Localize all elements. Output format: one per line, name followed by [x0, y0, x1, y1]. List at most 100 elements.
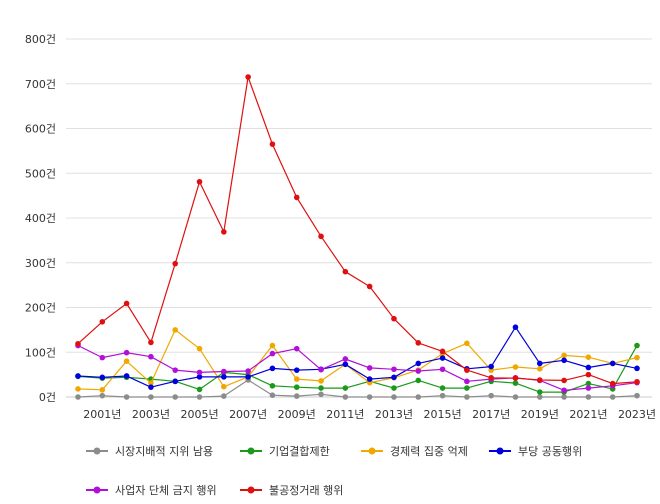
x-tick-label: 2001년: [83, 408, 121, 421]
y-tick-label: 700건: [25, 78, 56, 91]
data-point: [245, 368, 251, 374]
legend-item: 기업결합제한: [240, 445, 330, 458]
data-point: [99, 354, 106, 361]
data-point: [415, 360, 422, 367]
data-point: [439, 355, 446, 361]
data-point: [439, 392, 446, 399]
data-point: [318, 378, 324, 384]
data-point: [561, 357, 567, 364]
data-point: [366, 376, 373, 382]
data-point: [512, 364, 519, 370]
legend-item: 시장지배적 지위 남용: [86, 445, 213, 458]
data-point: [634, 354, 640, 361]
data-point: [536, 360, 543, 367]
legend-label: 기업결합제한: [269, 445, 330, 458]
data-point: [585, 394, 592, 400]
data-point: [148, 339, 154, 346]
data-point: [123, 373, 130, 379]
y-tick-label: 200건: [25, 302, 56, 315]
series-line: [77, 379, 638, 398]
data-point: [269, 350, 276, 357]
data-point: [196, 369, 203, 376]
data-point: [221, 229, 227, 235]
legend-swatch-marker: [368, 447, 376, 455]
x-tick-label: 2019년: [521, 408, 559, 421]
data-point: [536, 389, 543, 395]
data-point: [464, 385, 470, 391]
legend-label: 사업자 단체 금지 행위: [115, 484, 217, 497]
data-point: [634, 392, 640, 399]
series-line: [77, 76, 638, 385]
y-tick-label: 300건: [25, 257, 56, 270]
data-point: [342, 356, 349, 362]
data-point: [536, 377, 543, 383]
series-2: [75, 327, 640, 393]
data-point: [561, 352, 567, 359]
data-point: [196, 374, 203, 380]
data-point: [585, 371, 592, 378]
data-point: [512, 380, 519, 386]
y-tick-label: 600건: [25, 123, 56, 136]
data-point: [269, 392, 276, 399]
data-point: [536, 394, 543, 400]
data-point: [75, 394, 81, 400]
data-point: [293, 194, 300, 201]
data-point: [488, 363, 494, 370]
data-point: [391, 366, 397, 373]
data-point: [415, 340, 422, 346]
data-point: [123, 394, 130, 400]
y-tick-label: 800건: [25, 33, 56, 46]
data-point: [221, 383, 227, 390]
data-point: [342, 268, 349, 275]
data-point: [172, 260, 179, 267]
legend-swatch-marker: [247, 486, 255, 494]
series-0: [75, 377, 640, 400]
data-point: [439, 348, 446, 355]
data-point: [536, 366, 543, 372]
legend-swatch-marker: [93, 486, 101, 494]
data-point: [221, 374, 227, 380]
data-point: [561, 387, 567, 394]
grid: [66, 38, 652, 398]
data-point: [439, 366, 446, 373]
data-point: [391, 385, 397, 391]
data-point: [172, 327, 179, 333]
x-axis-ticks: 2001년 2003년 2005년 2007년 2009년 2011년 2013년 2015년…: [83, 408, 656, 421]
data-point: [464, 367, 470, 373]
data-point: [391, 394, 397, 400]
y-tick-label: 0건: [39, 391, 56, 404]
data-point: [99, 392, 106, 399]
data-point: [148, 380, 154, 386]
series-line: [77, 344, 638, 391]
data-point: [318, 391, 324, 398]
data-point: [464, 378, 470, 385]
legend-swatch-marker: [93, 447, 101, 455]
data-point: [196, 345, 203, 352]
data-point: [488, 374, 494, 381]
data-point: [609, 360, 616, 367]
data-point: [172, 367, 179, 373]
data-point: [512, 375, 519, 382]
data-point: [634, 378, 640, 385]
y-tick-label: 100건: [25, 346, 56, 359]
data-point: [245, 374, 251, 380]
data-point: [318, 233, 324, 240]
data-point: [293, 376, 300, 382]
series-3: [75, 324, 640, 390]
x-tick-label: 2015년: [424, 408, 462, 421]
data-point: [196, 386, 203, 393]
data-point: [585, 354, 592, 360]
legend-item: 부당 공동행위: [489, 445, 582, 458]
data-point: [269, 383, 276, 389]
data-point: [148, 353, 154, 360]
data-point: [512, 324, 519, 330]
y-axis-ticks: 0건 100건 200건 300건 400건 500건 600건 700건 800건: [25, 33, 56, 404]
data-point: [293, 393, 300, 399]
data-point: [99, 374, 106, 381]
legend-label: 불공정거래 행위: [269, 484, 343, 497]
y-tick-label: 400건: [25, 212, 56, 225]
data-point: [585, 385, 592, 391]
data-point: [391, 315, 397, 322]
data-point: [585, 380, 592, 387]
